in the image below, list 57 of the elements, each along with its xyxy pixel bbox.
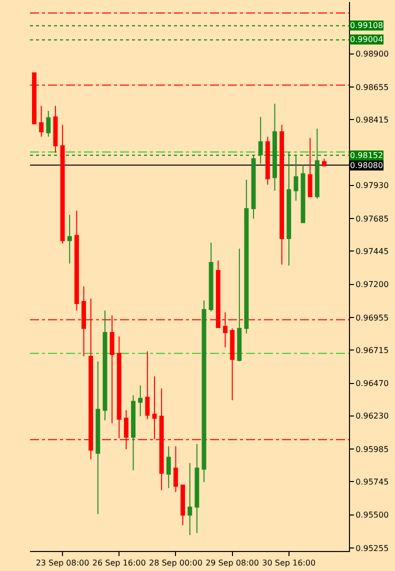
candlestick <box>208 242 214 312</box>
y-tick-label: 0.96955 <box>356 313 389 322</box>
candlestick <box>244 179 249 334</box>
candlestick <box>265 136 270 186</box>
x-tick-label: 28 Sep 00:00 <box>149 558 202 568</box>
candlestick <box>46 110 51 138</box>
candlestick <box>308 137 312 198</box>
candlestick <box>67 214 72 264</box>
candlestick <box>74 210 79 312</box>
y-tick-label: 0.96715 <box>356 346 389 355</box>
candlestick <box>286 151 292 266</box>
ref-line-label: 0.98080 <box>350 161 384 170</box>
y-tick-label: 0.98655 <box>356 82 389 92</box>
candlestick <box>272 103 277 192</box>
candlestick <box>60 124 65 244</box>
candlestick <box>322 158 326 166</box>
y-tick-label: 0.95500 <box>356 510 389 520</box>
candlestick <box>300 164 306 224</box>
candlestick <box>138 384 143 417</box>
x-tick-label: 23 Sep 08:00 <box>36 558 90 568</box>
y-tick-label: 0.97685 <box>356 214 389 224</box>
candlestick <box>230 328 235 401</box>
y-tick-label: 0.96230 <box>356 412 389 421</box>
y-tick-label: 0.97200 <box>356 280 389 290</box>
y-tick-label: 0.97930 <box>356 181 389 190</box>
candlestick <box>294 154 298 202</box>
y-tick-label: 0.95745 <box>356 477 389 486</box>
candlestick <box>258 116 263 164</box>
y-tick-label: 0.97445 <box>356 246 389 256</box>
y-tick-label: 0.96470 <box>356 379 389 388</box>
x-tick-label: 26 Sep 16:00 <box>92 558 146 568</box>
candlestick <box>202 300 206 483</box>
candlestick <box>314 128 320 200</box>
candlestick <box>53 105 58 154</box>
y-tick-label: 0.98900 <box>356 50 389 59</box>
candlestick <box>39 105 44 138</box>
candlestick <box>237 248 242 362</box>
candlestick <box>166 446 171 489</box>
x-tick-label: 29 Sep 08:00 <box>206 558 259 568</box>
candlestick <box>116 336 122 439</box>
ref-line-label: 0.98152 <box>350 151 384 160</box>
candlestick <box>194 444 200 534</box>
ref-line-label: 0.99004 <box>350 35 384 44</box>
candlestick <box>131 394 136 471</box>
candlestick <box>173 446 178 493</box>
y-tick-label: 0.95255 <box>356 544 389 553</box>
x-tick-label: 30 Sep 16:00 <box>262 558 316 568</box>
y-tick-label: 0.95985 <box>356 444 389 454</box>
candlestick <box>280 124 284 266</box>
candlestick <box>145 350 150 420</box>
ref-line-label: 0.99108 <box>350 21 384 30</box>
candlestick <box>102 310 108 421</box>
candlestick <box>251 155 256 220</box>
candlestick <box>96 360 100 515</box>
candlestick <box>188 462 192 536</box>
y-tick-label: 0.98415 <box>356 115 389 124</box>
candlestick <box>180 484 186 526</box>
